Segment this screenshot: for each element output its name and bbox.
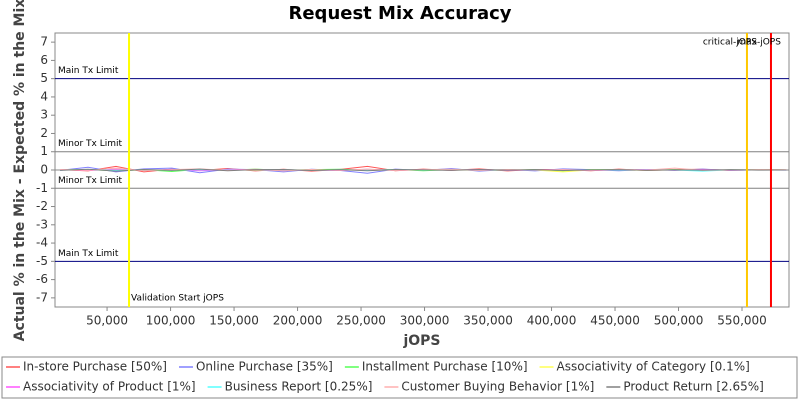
y-tick-label: -5 <box>36 254 48 268</box>
y-tick-label: 4 <box>40 89 48 103</box>
legend-label: Installment Purchase [10%] <box>362 360 528 374</box>
y-tick-label: 5 <box>40 71 48 85</box>
y-tick-label: 0 <box>40 163 48 177</box>
legend-label: Product Return [2.65%] <box>623 380 764 394</box>
x-tick-label: 150,000 <box>209 314 259 328</box>
legend-label: Online Purchase [35%] <box>196 360 333 374</box>
x-tick-label: 50,000 <box>86 314 128 328</box>
legend-label: Associativity of Category [0.1%] <box>557 360 750 374</box>
y-tick-label: -1 <box>36 181 48 195</box>
x-axis-label: jOPS <box>402 333 440 349</box>
x-tick-label: 400,000 <box>527 314 577 328</box>
limit-label: Main Tx Limit <box>58 66 119 76</box>
x-tick-label: 100,000 <box>146 314 196 328</box>
limit-label: Minor Tx Limit <box>58 176 123 186</box>
y-tick-label: -3 <box>36 217 48 231</box>
y-tick-label: 3 <box>40 108 48 122</box>
x-tick-label: 350,000 <box>463 314 513 328</box>
x-tick-label: 300,000 <box>400 314 450 328</box>
marker-label: critical-jOPS <box>703 38 757 48</box>
limit-label: Main Tx Limit <box>58 249 119 259</box>
chart-title: Request Mix Accuracy <box>288 3 511 24</box>
x-tick-label: 500,000 <box>654 314 704 328</box>
y-tick-label: -2 <box>36 199 48 213</box>
x-tick-label: 450,000 <box>590 314 640 328</box>
y-tick-label: 1 <box>40 144 48 158</box>
x-tick-label: 550,000 <box>717 314 767 328</box>
x-tick-label: 250,000 <box>336 314 386 328</box>
y-tick-label: 7 <box>40 35 48 49</box>
series-line <box>60 168 787 172</box>
legend-label: Business Report [0.25%] <box>225 380 373 394</box>
y-tick-label: 6 <box>40 53 48 67</box>
marker-label: Validation Start jOPS <box>131 294 224 304</box>
limit-label: Minor Tx Limit <box>58 139 123 149</box>
y-tick-label: -6 <box>36 272 48 286</box>
y-tick-label: -4 <box>36 236 48 250</box>
legend-label: Associativity of Product [1%] <box>23 380 196 394</box>
legend-label: Customer Buying Behavior [1%] <box>401 380 594 394</box>
x-tick-label: 200,000 <box>273 314 323 328</box>
y-tick-label: 2 <box>40 126 48 140</box>
y-axis-label: Actual % in the Mix - Expected % in the … <box>12 0 28 341</box>
y-tick-label: -7 <box>36 290 48 304</box>
legend-label: In-store Purchase [50%] <box>23 360 167 374</box>
marker-label: max-jOPS <box>737 38 781 48</box>
legend <box>1 356 798 399</box>
